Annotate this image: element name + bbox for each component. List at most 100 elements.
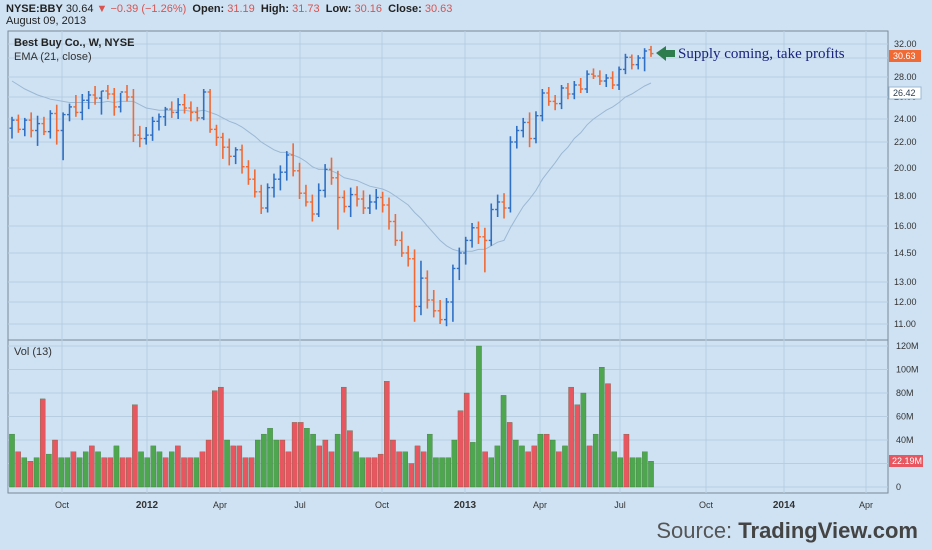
- volume-bar: [617, 457, 624, 488]
- ohlc-bar: [182, 94, 188, 114]
- volume-bar: [304, 428, 310, 488]
- volume-bar: [586, 445, 593, 488]
- volume-bar: [144, 457, 150, 488]
- volume-bar: [113, 445, 120, 488]
- ohlc-bar: [47, 110, 53, 139]
- volume-bar: [537, 433, 544, 488]
- last-price: 30.64: [65, 3, 94, 15]
- ohlc-bar: [418, 260, 424, 316]
- volume-bar: [525, 451, 531, 488]
- x-tick-label: Jul: [614, 500, 626, 510]
- volume-bar: [33, 457, 40, 488]
- ohlc-bar: [603, 74, 609, 87]
- ohlc-bar: [252, 169, 258, 198]
- ohlc-bar: [86, 91, 92, 110]
- ema-badge: [888, 86, 922, 100]
- ohlc-bar: [469, 223, 475, 248]
- ohlc-bar: [79, 94, 85, 121]
- volume-bar: [273, 439, 279, 488]
- ohlc-bar: [341, 190, 347, 213]
- source-brand: TradingView.com: [738, 518, 918, 543]
- volume-bar: [101, 457, 107, 488]
- volume-bar: [519, 445, 525, 488]
- annotation-text: Supply coming, take profits: [678, 46, 845, 62]
- volume-bar: [242, 457, 249, 488]
- ohlc-bar: [207, 89, 213, 133]
- ohlc-bar: [290, 143, 296, 177]
- ohlc-bar: [546, 87, 552, 106]
- ohlc-bar: [405, 245, 411, 267]
- volume-bar: [156, 451, 163, 488]
- volume-bar: [642, 451, 648, 488]
- volume-bar: [531, 445, 538, 488]
- ohlc-bar: [463, 236, 469, 265]
- volume-bar: [629, 457, 636, 488]
- price-tick-label: 11.00: [894, 319, 916, 329]
- volume-bar: [181, 457, 187, 488]
- volume-bar: [341, 386, 347, 488]
- volume-bar: [623, 433, 630, 488]
- volume-bar: [396, 451, 402, 488]
- volume-bar: [15, 451, 21, 488]
- volume-bar: [359, 457, 365, 488]
- volume-bar: [347, 430, 353, 488]
- x-tick-label: Oct: [699, 500, 714, 510]
- volume-bar: [285, 451, 292, 488]
- ohlc-bar: [329, 157, 334, 185]
- high-value: 31.73: [292, 3, 320, 15]
- ema-badge-text: 26.42: [893, 88, 916, 98]
- ohlc-bar: [162, 106, 168, 126]
- volume-bar: [420, 451, 427, 488]
- date-label: August 09, 2013: [6, 15, 87, 27]
- arrow-icon: [656, 46, 675, 61]
- volume-bar: [125, 457, 132, 488]
- volume-bar: [89, 445, 95, 488]
- ohlc-bar: [475, 221, 481, 244]
- ohlc-bar: [220, 132, 226, 159]
- volume-bar: [107, 457, 114, 488]
- open-label: Open:: [192, 3, 225, 15]
- ohlc-bar: [98, 90, 104, 115]
- ohlc-bar: [194, 106, 200, 122]
- volume-bar: [500, 395, 507, 488]
- ohlc-bar: [373, 189, 379, 210]
- ohlc-bar: [578, 78, 584, 93]
- ohlc-bar: [322, 164, 328, 198]
- price-tick-label: 24.00: [894, 114, 917, 124]
- volume-bar: [132, 404, 138, 488]
- x-tick-label: Jul: [294, 500, 306, 510]
- ohlc-bar: [156, 113, 162, 131]
- volume-bar: [279, 439, 286, 488]
- ohlc-bar: [437, 300, 443, 324]
- ohlc-bar: [258, 184, 264, 214]
- volume-bar: [175, 445, 181, 488]
- ohlc-bar: [35, 115, 41, 146]
- ohlc-bar: [150, 116, 156, 141]
- source-prefix: Source:: [656, 518, 739, 543]
- volume-bar: [605, 383, 611, 488]
- price-change: −0.39 (−1.26%): [110, 3, 187, 15]
- volume-bar: [205, 439, 212, 488]
- ohlc-bar: [245, 160, 251, 185]
- source-credit: Source: TradingView.com: [656, 518, 918, 544]
- ohlc-bar: [482, 227, 488, 273]
- ohlc-bar: [367, 194, 373, 214]
- volume-bar: [353, 451, 359, 488]
- volume-bar: [414, 445, 421, 488]
- ohlc-bar: [424, 270, 430, 309]
- volume-bar: [451, 439, 458, 488]
- volume-bar: [9, 433, 15, 488]
- volume-tick-label: 100M: [896, 365, 919, 375]
- ohlc-bar: [444, 298, 450, 327]
- price-tick-label: 28.00: [894, 72, 917, 82]
- price-tick-label: 32.00: [894, 39, 917, 49]
- ohlc-bar: [635, 55, 641, 70]
- symbol: NYSE:BBY: [6, 3, 63, 15]
- ohlc-bar: [360, 190, 366, 214]
- price-tick-label: 14.50: [894, 248, 917, 258]
- open-value: 31.19: [227, 3, 255, 15]
- volume-bar: [168, 451, 175, 488]
- ohlc-bar: [316, 183, 322, 217]
- volume-bar: [248, 457, 255, 488]
